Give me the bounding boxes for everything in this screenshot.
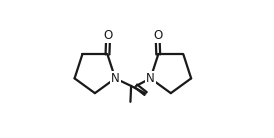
Text: N: N — [111, 72, 120, 85]
Text: O: O — [153, 29, 162, 42]
Text: O: O — [104, 29, 113, 42]
Text: N: N — [146, 72, 155, 85]
